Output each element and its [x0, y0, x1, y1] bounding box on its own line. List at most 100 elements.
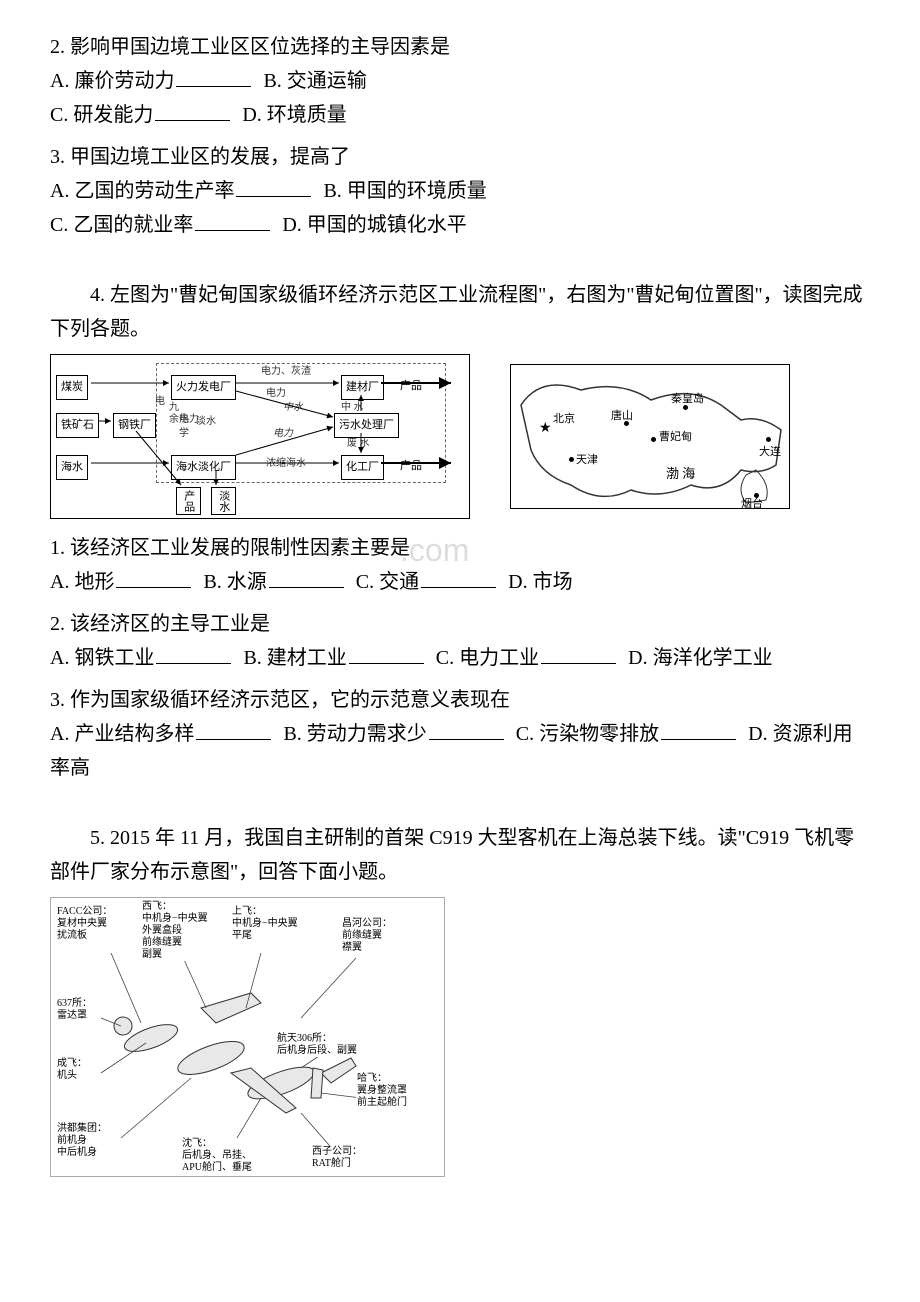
node-steel: 钢铁厂	[113, 413, 156, 438]
dalian-dot-icon	[766, 437, 771, 442]
label-hangtian: 航天306所： 后机身后段、副翼	[276, 1033, 358, 1057]
q3-stem: 3. 甲国边境工业区的发展，提高了	[50, 140, 870, 174]
blank[interactable]	[236, 177, 311, 197]
node-prod1: 产品	[396, 375, 426, 398]
node-prodD: 产品	[176, 487, 201, 515]
q3-c: C. 乙国的就业率	[50, 214, 193, 236]
q2-a: A. 廉价劳动力	[50, 70, 174, 92]
q4-3-a: A. 产业结构多样	[50, 723, 194, 745]
q2-b: B. 交通运输	[263, 70, 366, 92]
label-dan: 淡水	[196, 413, 216, 430]
node-iron: 铁矿石	[56, 413, 99, 438]
label-zhong: 中水	[283, 399, 303, 416]
blank[interactable]	[269, 568, 344, 588]
q4-1-stem: 1. 该经济区工业发展的限制性因素主要是	[50, 531, 870, 565]
q4-1-options: A. 地形 B. 水源 C. 交通 D. 市场	[50, 565, 870, 599]
label-chengfei: 成飞： 机头	[56, 1058, 88, 1082]
q4-3-options: A. 产业结构多样 B. 劳动力需求少 C. 污染物零排放 D. 资源利用率高	[50, 717, 870, 785]
q4-1-c: C. 交通	[356, 571, 419, 593]
q4-2-c: C. 电力工业	[436, 647, 539, 669]
question-5-intro: 5. 2015 年 11 月，我国自主研制的首架 C919 大型客机在上海总装下…	[50, 821, 870, 889]
question-4-3: 3. 作为国家级循环经济示范区，它的示范意义表现在 A. 产业结构多样 B. 劳…	[50, 683, 870, 785]
node-chem: 化工厂	[341, 455, 384, 480]
q4-1-d: D. 市场	[508, 571, 572, 593]
city-dalian: 大连	[759, 443, 781, 462]
city-tangshan: 唐山	[611, 407, 633, 426]
city-caofeidian: 曹妃甸	[659, 428, 692, 447]
label-xifei: 西飞： 中机身−中央翼 外翼盒段 前缘缝翼 副翼	[141, 901, 209, 961]
label-dian: 电	[155, 393, 165, 410]
q4-2-a: A. 钢铁工业	[50, 647, 154, 669]
location-map: ★ 北京 天津 唐山 秦皇岛 曹妃甸 大连 烟台 渤 海	[510, 364, 790, 509]
label-zhong2: 中 水	[341, 399, 364, 416]
beijing-star-icon: ★	[539, 417, 552, 441]
diagram-row: 煤炭 铁矿石 海水 火力发电厂 钢铁厂 海水淡化厂 建材厂 污水处理厂 化工厂 …	[50, 354, 870, 519]
blank[interactable]	[429, 720, 504, 740]
label-elec2: 电力	[273, 425, 293, 442]
blank[interactable]	[196, 720, 271, 740]
label-conc: 浓缩海水	[266, 455, 306, 472]
q4-1-b: B. 水源	[203, 571, 266, 593]
label-hafei: 哈飞： 翼身整流罩 前主起舱门	[356, 1073, 408, 1109]
q2-c: C. 研发能力	[50, 104, 153, 126]
q2-options-ab: A. 廉价劳动力 B. 交通运输	[50, 64, 870, 98]
q4-2-options: A. 钢铁工业 B. 建材工业 C. 电力工业 D. 海洋化学工业	[50, 641, 870, 675]
q4-3-b: B. 劳动力需求少	[283, 723, 426, 745]
sea-bohai: 渤 海	[666, 463, 695, 485]
q3-d: D. 甲国的城镇化水平	[282, 214, 466, 236]
node-sewage: 污水处理厂	[334, 413, 399, 438]
label-facc: FACC公司： 复材中央翼 扰流板	[56, 906, 113, 942]
q4-2-b: B. 建材工业	[243, 647, 346, 669]
blank[interactable]	[156, 644, 231, 664]
label-637: 637所： 雷达罩	[56, 998, 93, 1022]
q4-1-a: A. 地形	[50, 571, 114, 593]
tianjin-dot-icon	[569, 457, 574, 462]
q3-b: B. 甲国的环境质量	[323, 180, 486, 202]
blank[interactable]	[421, 568, 496, 588]
label-xizi: 西子公司： RAT舱门	[311, 1146, 363, 1170]
q2-stem: 2. 影响甲国边境工业区区位选择的主导因素是	[50, 30, 870, 64]
label-xue: 学	[179, 425, 189, 442]
question-4-intro: 4. 左图为"曹妃甸国家级循环经济示范区工业流程图"，右图为"曹妃甸位置图"，读…	[50, 278, 870, 346]
city-beijing: 北京	[553, 410, 575, 429]
label-hongdu: 洪都集团： 前机身 中后机身	[56, 1123, 108, 1159]
node-coal: 煤炭	[56, 375, 88, 400]
q4-3-c: C. 污染物零排放	[516, 723, 659, 745]
flowchart-diagram: 煤炭 铁矿石 海水 火力发电厂 钢铁厂 海水淡化厂 建材厂 污水处理厂 化工厂 …	[50, 354, 470, 519]
question-4-2: 2. 该经济区的主导工业是 A. 钢铁工业 B. 建材工业 C. 电力工业 D.…	[50, 607, 870, 675]
city-qinhuang: 秦皇岛	[671, 390, 704, 409]
q3-a: A. 乙国的劳动生产率	[50, 180, 234, 202]
q3-options-ab: A. 乙国的劳动生产率 B. 甲国的环境质量	[50, 174, 870, 208]
blank[interactable]	[195, 211, 270, 231]
question-3: 3. 甲国边境工业区的发展，提高了 A. 乙国的劳动生产率 B. 甲国的环境质量…	[50, 140, 870, 242]
blank[interactable]	[176, 67, 251, 87]
aircraft-diagram: FACC公司： 复材中央翼 扰流板 西飞： 中机身−中央翼 外翼盒段 前缘缝翼 …	[50, 897, 445, 1177]
node-power: 火力发电厂	[171, 375, 236, 400]
q4-2-stem: 2. 该经济区的主导工业是	[50, 607, 870, 641]
label-elec-dust: 电力、灰渣	[261, 363, 311, 380]
question-4-1: 1. 该经济区工业发展的限制性因素主要是 A. 地形 B. 水源 C. 交通 D…	[50, 531, 870, 599]
label-changhe: 昌河公司： 前缘缝翼 襟翼	[341, 918, 393, 954]
node-prod2: 产品	[396, 455, 426, 478]
city-yantai: 烟台	[741, 495, 763, 514]
blank[interactable]	[541, 644, 616, 664]
q4-3-stem: 3. 作为国家级循环经济示范区，它的示范意义表现在	[50, 683, 870, 717]
q2-d: D. 环境质量	[242, 104, 346, 126]
q3-options-cd: C. 乙国的就业率 D. 甲国的城镇化水平	[50, 208, 870, 242]
node-build: 建材厂	[341, 375, 384, 400]
label-shangfei: 上飞： 中机身−中央翼 平尾	[231, 906, 299, 942]
q2-options-cd: C. 研发能力 D. 环境质量	[50, 98, 870, 132]
city-tianjin: 天津	[576, 451, 598, 470]
blank[interactable]	[661, 720, 736, 740]
q4-2-d: D. 海洋化学工业	[628, 647, 772, 669]
label-shenfei: 沈飞： 后机身、吊挂、 APU舱门、垂尾	[181, 1138, 253, 1174]
label-waste: 废 水	[347, 435, 370, 452]
blank[interactable]	[116, 568, 191, 588]
blank[interactable]	[349, 644, 424, 664]
node-fresh: 淡水	[211, 487, 236, 515]
question-2: 2. 影响甲国边境工业区区位选择的主导因素是 A. 廉价劳动力 B. 交通运输 …	[50, 30, 870, 132]
node-desal: 海水淡化厂	[171, 455, 236, 480]
caofeidian-dot-icon	[651, 437, 656, 442]
node-sea: 海水	[56, 455, 88, 480]
blank[interactable]	[155, 101, 230, 121]
